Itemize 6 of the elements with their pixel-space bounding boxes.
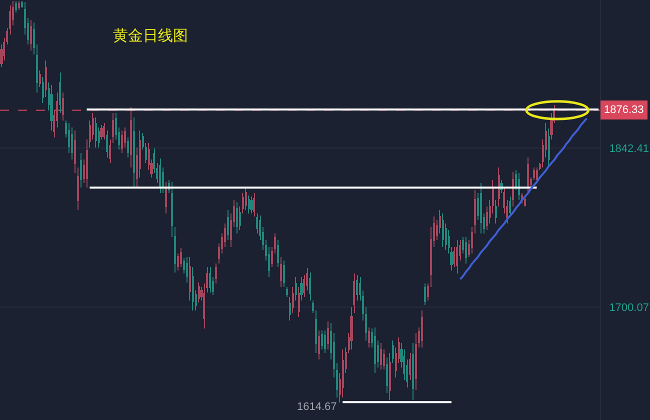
line-series: [459, 117, 588, 280]
text: 黄金日线图: [113, 26, 188, 44]
annotation: 1614.67: [297, 401, 337, 413]
y-tick-label: 1700.07: [609, 302, 649, 314]
y-tick-label: 1842.41: [609, 142, 649, 155]
ref-line-label: 1876.33: [604, 104, 644, 116]
